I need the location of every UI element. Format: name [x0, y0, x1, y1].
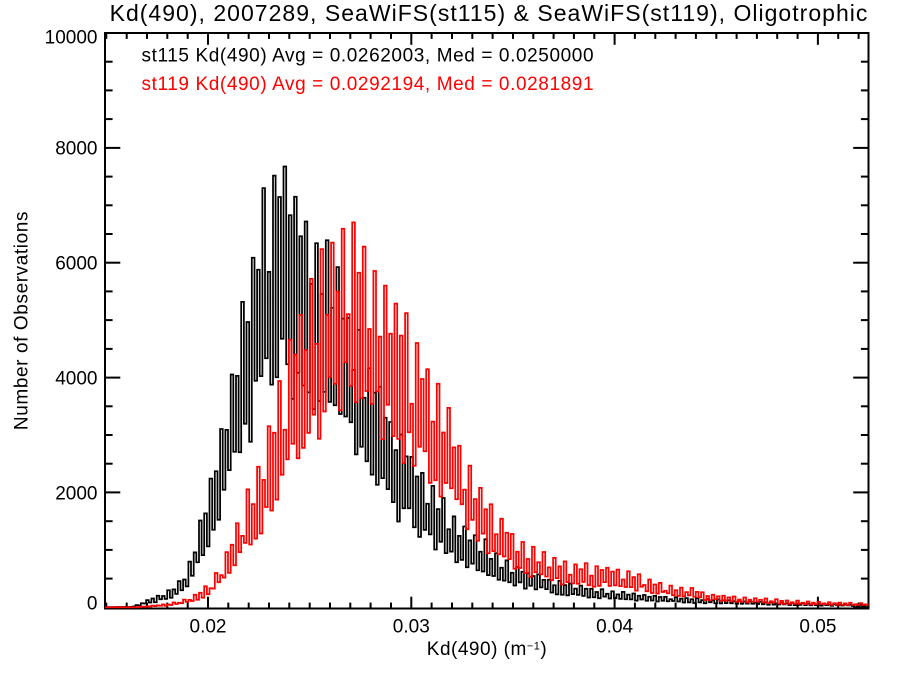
svg-text:4000: 4000 — [55, 369, 97, 390]
svg-text:10000: 10000 — [45, 28, 98, 49]
svg-text:Kd(490), 2007289, SeaWiFS(st11: Kd(490), 2007289, SeaWiFS(st115) & SeaWi… — [110, 0, 869, 26]
svg-text:0: 0 — [87, 594, 98, 615]
svg-text:6000: 6000 — [55, 254, 97, 275]
svg-text:0.02: 0.02 — [190, 617, 227, 638]
svg-text:0.03: 0.03 — [393, 617, 430, 638]
svg-text:0.05: 0.05 — [799, 617, 836, 638]
svg-text:0.04: 0.04 — [596, 617, 633, 638]
svg-text:2000: 2000 — [55, 484, 97, 505]
svg-text:Kd(490) (m−1): Kd(490) (m−1) — [427, 639, 547, 660]
svg-text:Number of Observations: Number of Observations — [12, 211, 33, 430]
svg-text:8000: 8000 — [55, 139, 97, 160]
svg-text:st115 Kd(490) Avg = 0.0262003,: st115 Kd(490) Avg = 0.0262003, Med = 0.0… — [142, 46, 595, 67]
svg-text:st119 Kd(490) Avg = 0.0292194,: st119 Kd(490) Avg = 0.0292194, Med = 0.0… — [142, 74, 595, 95]
